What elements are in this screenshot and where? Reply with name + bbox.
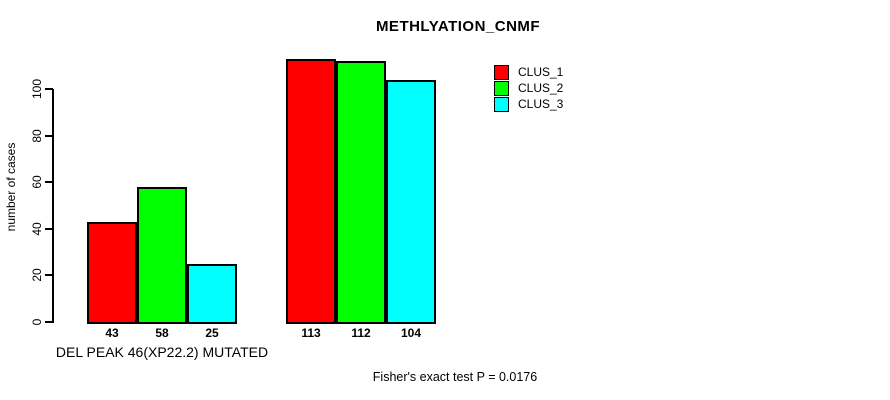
legend-label-clus-1: CLUS_1 xyxy=(518,65,564,79)
bar-clus_1-group-2 xyxy=(286,58,336,324)
bar-clus_3-group-2 xyxy=(386,79,436,324)
bar-value-label: 104 xyxy=(400,326,422,340)
y-tick-mark xyxy=(45,274,53,277)
bar-clus_2-group-2 xyxy=(336,61,386,324)
legend-item-clus-2: CLUS_2 xyxy=(494,80,563,96)
bar-value-label: 112 xyxy=(351,326,371,340)
y-tick-label: 0 xyxy=(30,318,44,326)
bar-value-label: 25 xyxy=(205,326,219,340)
y-tick-mark xyxy=(45,88,53,90)
chart-title: METHLYATION_CNMF xyxy=(375,18,541,35)
y-tick-label: 100 xyxy=(30,78,44,100)
legend-swatch-clus-2 xyxy=(494,80,509,96)
legend-item-clus-1: CLUS_1 xyxy=(494,64,563,80)
y-tick-label: 20 xyxy=(30,268,44,283)
bar-value-label: 43 xyxy=(105,326,119,340)
bar-clus_2-group-1 xyxy=(137,186,187,324)
y-axis-line xyxy=(52,89,54,323)
y-axis-label: number of cases xyxy=(4,142,18,232)
legend-label-clus-3: CLUS_3 xyxy=(518,97,564,111)
y-tick-label: 80 xyxy=(30,128,44,143)
legend: CLUS_1 CLUS_2 CLUS_3 xyxy=(494,64,563,112)
y-tick-mark xyxy=(45,134,53,137)
y-tick-mark xyxy=(45,321,53,323)
legend-swatch-clus-1 xyxy=(494,64,509,80)
y-tick-label: 60 xyxy=(30,175,44,189)
bar-value-label: 58 xyxy=(155,326,169,340)
bar-clus_3-group-1 xyxy=(187,263,237,324)
x-axis-label: DEL PEAK 46(XP22.2) MUTATED xyxy=(55,344,269,360)
bar-value-label: 113 xyxy=(301,326,321,340)
legend-label-clus-2: CLUS_2 xyxy=(518,81,564,95)
legend-item-clus-3: CLUS_3 xyxy=(494,96,563,112)
y-tick-mark xyxy=(45,227,53,230)
y-tick-mark xyxy=(45,181,53,184)
bar-clus_1-group-1 xyxy=(87,221,137,324)
y-tick-label: 40 xyxy=(30,222,44,236)
legend-swatch-clus-3 xyxy=(494,96,509,112)
fisher-test-annotation: Fisher's exact test P = 0.0176 xyxy=(372,370,538,384)
